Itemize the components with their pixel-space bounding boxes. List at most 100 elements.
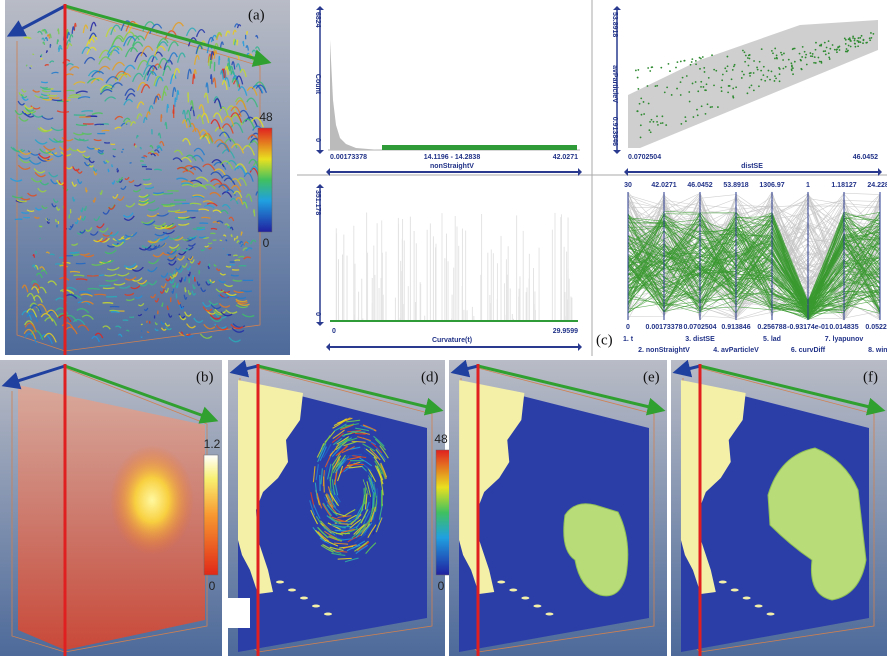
- scatter-point: [827, 52, 830, 55]
- pc-axis-min: 0.00173378: [646, 324, 683, 331]
- streamline: [339, 424, 354, 431]
- streamline: [40, 81, 48, 84]
- streamline: [380, 464, 387, 480]
- streamline: [125, 298, 135, 302]
- streamline: [167, 209, 181, 213]
- scatter-point: [684, 116, 687, 119]
- streamline: [196, 114, 204, 125]
- streamline: [230, 112, 243, 123]
- scatter-point: [805, 63, 808, 66]
- histogram-bars: [330, 40, 380, 150]
- streamline: [226, 62, 231, 72]
- axis-arrow: [64, 364, 219, 424]
- streamline: [219, 41, 224, 49]
- pc-axis-name: 5. lad: [763, 336, 781, 343]
- island: [718, 580, 727, 584]
- streamline: [235, 63, 242, 72]
- streamline: [255, 34, 259, 39]
- scatter-point: [825, 46, 828, 49]
- streamline: [199, 333, 213, 339]
- streamline: [317, 526, 329, 539]
- streamline: [40, 312, 54, 322]
- streamline: [325, 503, 336, 516]
- scatter-point: [744, 54, 747, 57]
- streamline: [110, 82, 123, 90]
- streamline: [154, 236, 167, 242]
- streamline: [21, 88, 27, 93]
- scatter-point: [669, 70, 671, 73]
- streamline: [43, 145, 56, 151]
- streamline: [231, 61, 236, 70]
- streamline: [314, 482, 318, 499]
- streamline: [355, 526, 367, 538]
- scatter-point: [800, 68, 803, 71]
- streamline: [230, 324, 244, 330]
- streamline: [29, 67, 32, 69]
- streamline: [143, 182, 152, 186]
- streamline: [154, 149, 160, 154]
- streamline: [138, 194, 149, 198]
- streamline: [154, 224, 168, 230]
- streamline: [106, 242, 119, 248]
- scatter-point: [778, 80, 781, 83]
- streamline: [153, 191, 164, 195]
- streamline: [213, 42, 219, 51]
- streamline: [372, 508, 379, 524]
- pc-axis-max: 1: [806, 182, 810, 189]
- streamline: [123, 263, 137, 268]
- streamline: [83, 205, 87, 212]
- pc-line: [627, 259, 881, 316]
- scatter-point: [811, 53, 814, 55]
- streamline: [25, 64, 28, 67]
- streamline: [86, 146, 95, 150]
- streamline: [12, 147, 26, 153]
- streamline: [66, 43, 73, 50]
- streamline: [157, 57, 169, 69]
- streamline: [197, 261, 201, 265]
- streamline: [124, 276, 137, 281]
- streamline: [45, 50, 49, 54]
- streamline: [165, 326, 172, 331]
- scatter-point: [675, 66, 677, 69]
- streamline: [46, 217, 51, 221]
- island: [754, 604, 763, 608]
- scatter-point: [862, 38, 865, 41]
- streamline: [114, 126, 122, 130]
- streamline: [42, 41, 46, 46]
- streamline: [37, 30, 43, 35]
- streamline: [222, 234, 227, 237]
- streamline: [40, 54, 43, 57]
- axis-arrow: [450, 359, 479, 378]
- scatter-point: [694, 59, 697, 62]
- streamline: [184, 287, 187, 293]
- scatter-point: [860, 34, 863, 37]
- streamline: [179, 277, 183, 283]
- streamline: [376, 447, 386, 461]
- pc-line: [627, 230, 881, 312]
- streamline: [119, 285, 131, 289]
- streamline: [81, 132, 92, 135]
- scatter-point: [820, 61, 823, 64]
- streamline: [123, 212, 134, 218]
- axis-arrow: [672, 359, 701, 378]
- streamline: [32, 294, 43, 303]
- streamline: [33, 168, 46, 174]
- streamline: [213, 161, 227, 170]
- scatter-point: [689, 63, 692, 66]
- streamline: [212, 77, 217, 88]
- scatter-point: [844, 50, 847, 53]
- streamline: [354, 542, 367, 552]
- streamline: [352, 455, 367, 459]
- streamline: [71, 242, 79, 246]
- streamline: [332, 429, 345, 439]
- streamline: [21, 284, 29, 293]
- streamline: [174, 97, 177, 108]
- streamline: [362, 443, 376, 452]
- streamline: [14, 109, 24, 116]
- streamline: [39, 86, 48, 89]
- streamline: [142, 178, 151, 181]
- streamline: [337, 454, 349, 467]
- panel-label: (a): [248, 7, 265, 23]
- streamline: [160, 327, 167, 331]
